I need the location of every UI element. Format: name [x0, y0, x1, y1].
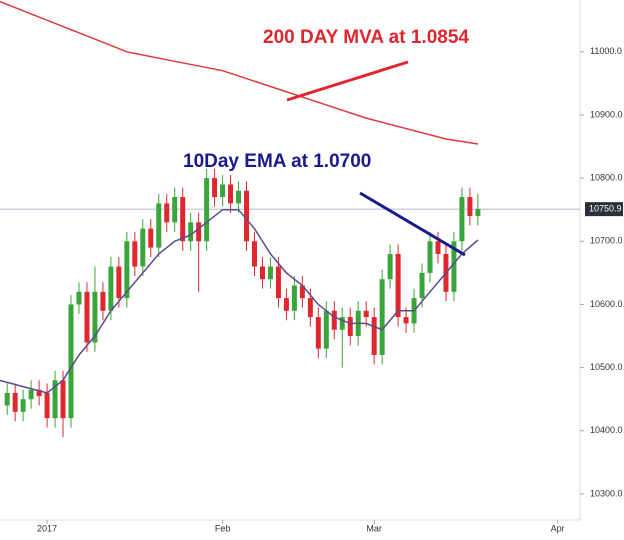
candle-body [291, 285, 297, 311]
candle-body [419, 272, 425, 299]
x-tick-label: Apr [551, 523, 565, 533]
candle-body [4, 392, 10, 406]
candle-body [275, 266, 281, 299]
candle-body [323, 310, 329, 349]
candle-body [84, 291, 90, 343]
candle-body [164, 203, 170, 223]
candle-body [116, 266, 122, 299]
candle-body [435, 241, 441, 254]
candle-body [371, 317, 377, 355]
candle-body [339, 317, 345, 330]
candle-body [283, 298, 289, 311]
candle-body [427, 241, 433, 273]
candle-body [467, 197, 473, 217]
y-tick-label: 10300.0 [590, 488, 623, 498]
candle-body [228, 184, 234, 204]
candle-body [196, 222, 202, 242]
candle-body [132, 241, 138, 267]
candle-body [379, 279, 385, 355]
candle-body [124, 241, 130, 299]
y-tick-label: 10400.0 [590, 425, 623, 435]
candle-body [395, 253, 401, 318]
candle-body [92, 291, 98, 343]
y-tick-label: 10900.0 [590, 109, 623, 119]
candle-body [188, 222, 194, 242]
candle-body [244, 190, 250, 242]
candle-body [180, 197, 186, 242]
candle-body [451, 241, 457, 292]
x-tick-label: Mar [366, 523, 382, 533]
candle-body [52, 380, 58, 419]
candle-body [347, 317, 353, 337]
last-price-label: 10750.9 [589, 204, 622, 214]
candle-body [20, 399, 26, 412]
candle-body [259, 266, 265, 280]
annotation: 200 DAY MVA at 1.0854 [263, 27, 469, 48]
indicator-line [0, 208, 479, 394]
last-price-box [585, 202, 623, 217]
candle-body [299, 285, 305, 299]
candle-body [44, 392, 50, 419]
candle-body [156, 203, 162, 248]
candle-body [403, 317, 409, 324]
candle-body [28, 389, 34, 400]
candle-body [36, 389, 42, 397]
candle-body [68, 304, 74, 419]
candle-body [60, 380, 66, 419]
annotation-arrow [359, 191, 466, 257]
candle-body [12, 392, 18, 412]
candle-body [76, 291, 82, 305]
annotation-arrow [286, 60, 409, 102]
candle-body [212, 178, 218, 198]
candle-body [236, 190, 242, 204]
candle-body [251, 241, 257, 267]
candle-body [204, 178, 210, 242]
candle-body [100, 291, 106, 311]
candle-body [315, 317, 321, 349]
candle-body [108, 266, 114, 311]
annotation: 10Day EMA at 1.0700 [183, 151, 371, 172]
y-tick-label: 10500.0 [590, 362, 623, 372]
x-tick-label: Feb [215, 523, 231, 533]
candle-body [307, 298, 313, 318]
candle-body [148, 228, 154, 248]
candle-body [459, 197, 465, 242]
candle-body [387, 253, 393, 280]
y-tick-label: 10800.0 [590, 172, 623, 182]
y-tick-label: 10600.0 [590, 299, 623, 309]
candle-body [475, 209, 481, 217]
x-tick-label: 2017 [37, 523, 57, 533]
y-tick-label: 10700.0 [590, 236, 623, 246]
candle-body [267, 266, 273, 280]
candle-body [172, 197, 178, 223]
y-tick-label: 11000.0 [590, 46, 622, 56]
candle-body [140, 228, 146, 267]
candle-body [331, 310, 337, 330]
indicator-line [0, 0, 479, 145]
candle-body [220, 184, 226, 198]
candle-body [363, 310, 369, 318]
